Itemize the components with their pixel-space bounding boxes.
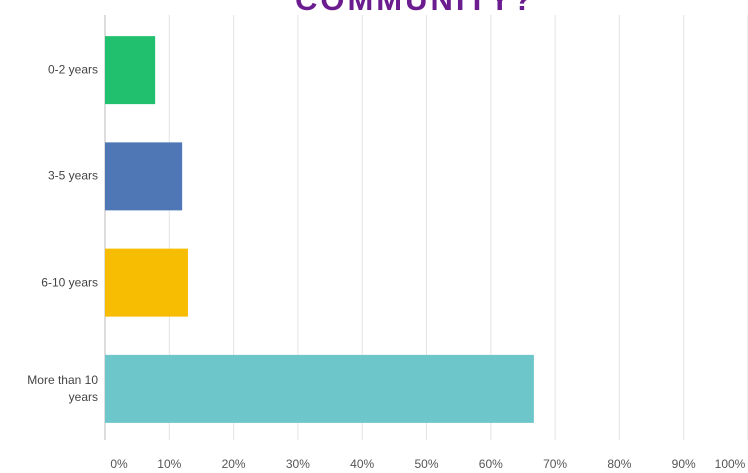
bar [105, 36, 156, 105]
x-tick-label: 30% [286, 457, 310, 471]
x-tick-label: 90% [672, 457, 696, 471]
y-tick-label: 6-10 years [41, 275, 98, 290]
x-tick-label: 100% [715, 457, 746, 471]
x-tick-label: 10% [157, 457, 181, 471]
x-tick-label: 20% [222, 457, 246, 471]
bar [105, 354, 534, 423]
y-tick-label: More than 10 years [27, 372, 98, 404]
x-tick-label: 60% [479, 457, 503, 471]
x-tick-label: 40% [350, 457, 374, 471]
chart-title: COMMUNITY? [295, 0, 535, 17]
y-tick-label: 3-5 years [47, 168, 98, 183]
bar [105, 142, 183, 211]
bar [105, 248, 188, 317]
x-tick-label: 0% [110, 457, 128, 471]
x-tick-label: 70% [543, 457, 567, 471]
x-tick-label: 50% [414, 457, 438, 471]
x-tick-label: 80% [607, 457, 631, 471]
y-tick-label: 0-2 years [47, 62, 98, 77]
